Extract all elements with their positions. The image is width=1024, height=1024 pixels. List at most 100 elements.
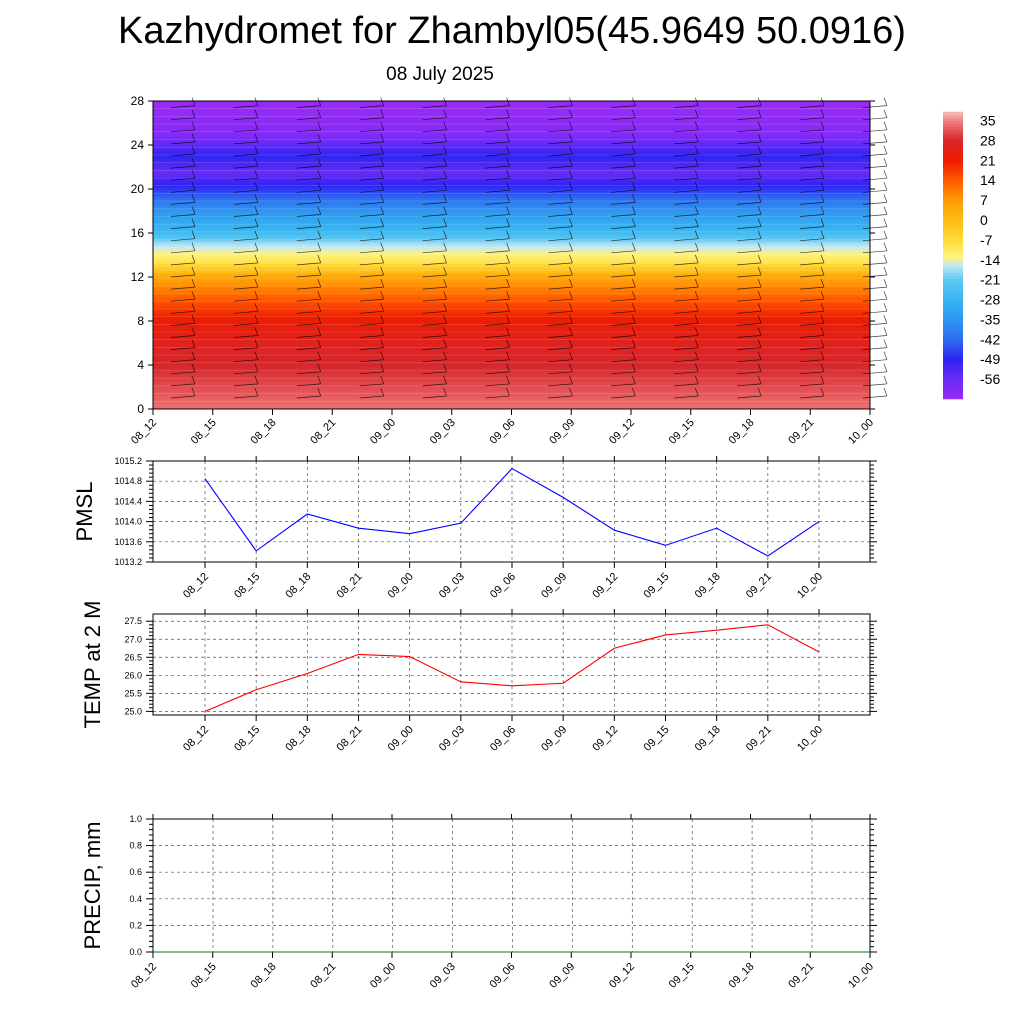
wind-barb — [737, 375, 762, 387]
wind-barb — [674, 291, 699, 302]
wind-barb — [170, 315, 196, 326]
wind-barb — [170, 230, 196, 242]
wind-barb — [359, 278, 385, 290]
wind-barb — [359, 109, 385, 121]
plot-frame — [152, 818, 871, 953]
y-tick-label: 24 — [131, 138, 145, 152]
wind-barb — [674, 157, 699, 169]
wind-barb — [674, 303, 699, 314]
wind-barb — [611, 327, 636, 338]
temperature-band — [153, 182, 870, 185]
colorbar-segment — [943, 200, 963, 205]
temperature-band — [153, 276, 870, 280]
x-tick-label: 09_00 — [368, 417, 398, 447]
wind-barb — [800, 375, 825, 387]
wind-barb — [296, 145, 322, 157]
wind-barb — [611, 121, 636, 133]
colorbar-segment — [943, 269, 963, 274]
y-tick-label: 1015.2 — [114, 456, 142, 466]
wind-barb — [611, 230, 636, 242]
temperature-bands — [153, 100, 870, 410]
colorbar-segment — [943, 154, 963, 159]
y-tick-label: 1014.4 — [114, 496, 142, 506]
wind-barb — [548, 303, 573, 314]
temperature-band — [153, 380, 870, 383]
temperature-band — [153, 100, 870, 104]
colorbar-segment — [943, 137, 963, 141]
y-tick-label: 25.5 — [124, 688, 142, 698]
wind-barb — [233, 351, 259, 363]
temperature-panel: 25.0 25.5 26.0 26.5 27.0 27.5 08_12 08_15 08_18 0… — [80, 601, 877, 754]
colorbar-label: -56 — [980, 371, 1000, 387]
temperature-band — [153, 206, 870, 210]
temperature-band — [153, 245, 870, 249]
temperature-band — [153, 300, 870, 304]
wind-barb — [548, 266, 573, 278]
wind-barb — [548, 291, 573, 302]
temperature-band — [153, 138, 870, 141]
wind-barb — [422, 351, 447, 363]
temperature-band — [153, 355, 870, 359]
wind-barb — [548, 278, 573, 290]
colorbar-segment — [943, 381, 963, 385]
wind-barb — [233, 278, 259, 290]
temperature-band — [153, 388, 870, 392]
wind-barb — [674, 109, 699, 121]
colorbar-label: 14 — [980, 172, 996, 188]
wind-barb — [233, 303, 259, 314]
wind-barb — [862, 145, 888, 157]
temperature-band — [153, 241, 870, 245]
y-tick-label: 1.0 — [129, 814, 142, 824]
wind-barb — [611, 218, 636, 229]
wind-barb — [485, 194, 510, 205]
temperature-band — [153, 215, 870, 218]
temperature-band — [153, 402, 870, 405]
temperature-band — [153, 333, 870, 337]
temperature-band — [153, 307, 870, 311]
x-tick-label: 09_09 — [547, 961, 577, 991]
x-tick-label: 09_06 — [488, 417, 518, 447]
colorbar-segment — [943, 384, 963, 388]
x-tick-label: 09_18 — [693, 571, 723, 601]
temperature-band — [153, 223, 870, 227]
wind-barb — [233, 363, 259, 375]
y-tick-label: 0.2 — [129, 920, 142, 930]
temperature-band — [153, 327, 870, 331]
wind-barb — [359, 327, 385, 338]
wind-barb — [170, 242, 196, 254]
plot-frame — [152, 613, 871, 716]
x-tick-label: 09_12 — [607, 961, 637, 991]
wind-barb — [233, 121, 259, 133]
wind-barb — [737, 145, 762, 157]
temperature-band — [153, 248, 870, 251]
wind-barb — [359, 387, 385, 399]
colorbar-segment — [943, 324, 963, 328]
wind-barb — [296, 121, 322, 133]
y-tick-label: 12 — [131, 270, 145, 284]
wind-barb — [422, 194, 447, 205]
x-tick-label: 09_18 — [693, 724, 723, 754]
temperature-band — [153, 250, 870, 254]
x-tick-label: 08_21 — [308, 961, 338, 991]
colorbar-label: -21 — [980, 272, 1000, 288]
wind-barb — [233, 109, 259, 121]
wind-barb — [422, 327, 447, 338]
wind-barb — [296, 291, 322, 302]
wind-barb — [233, 291, 259, 302]
colorbar-label: 28 — [980, 132, 996, 148]
wind-barb — [296, 266, 322, 278]
wind-barb — [359, 351, 385, 363]
wind-barb — [548, 218, 573, 229]
wind-barb — [170, 218, 196, 229]
colorbar-label: -14 — [980, 252, 1000, 268]
colorbar-segment — [943, 209, 963, 213]
wind-barb — [485, 339, 510, 350]
colorbar-segment — [943, 134, 963, 139]
x-tick-label: 09_03 — [437, 724, 467, 754]
colorbar-segment — [943, 289, 963, 294]
colorbar-segment — [943, 149, 963, 153]
wind-barb — [611, 109, 636, 121]
colorbar: 35 28 21 14 7 0 -7 -14 -21 -28 -35 -42 -49 -56 — [943, 111, 1000, 400]
wind-barb — [674, 182, 699, 193]
temperature-band — [153, 168, 870, 172]
